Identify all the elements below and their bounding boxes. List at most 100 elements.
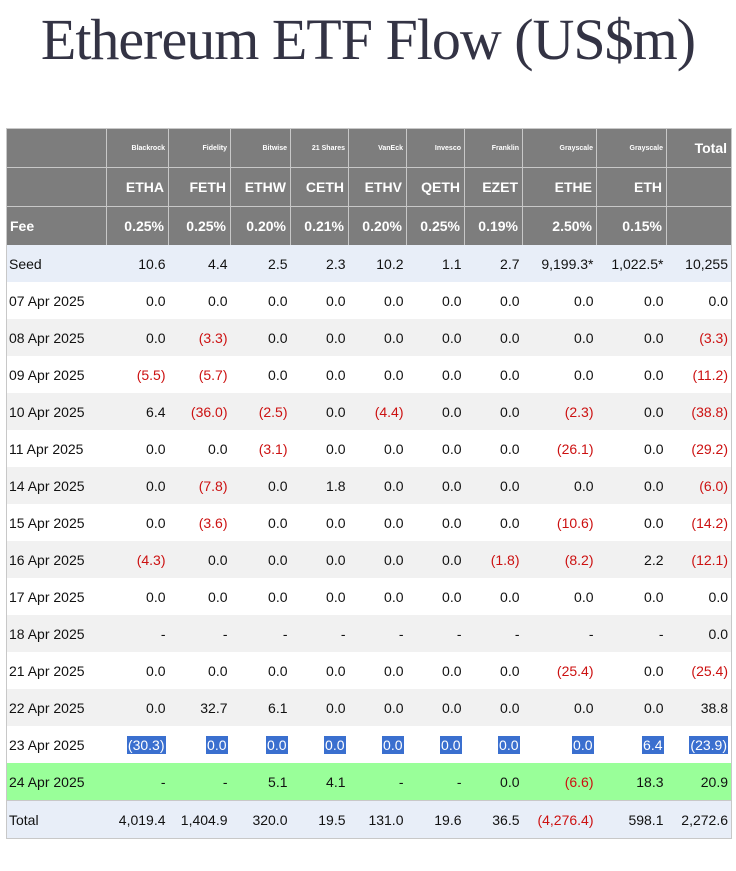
flow-value-cell[interactable]: 0.0 (230, 541, 291, 578)
flow-value-cell[interactable]: - (168, 763, 231, 801)
flow-value-cell[interactable]: 0.0 (406, 578, 465, 615)
flow-value-cell[interactable]: 36.5 (464, 800, 523, 839)
flow-value-cell[interactable]: 10.2 (348, 245, 407, 282)
flow-value-cell[interactable]: - (348, 615, 407, 652)
flow-value-cell[interactable]: 0.0 (348, 726, 407, 763)
flow-value-cell[interactable]: 0.0 (168, 578, 231, 615)
flow-value-cell[interactable]: 0.0 (406, 689, 465, 726)
flow-value-cell[interactable]: 0.0 (168, 430, 231, 467)
flow-value-cell[interactable]: 0.0 (406, 319, 465, 356)
flow-value-cell[interactable]: (3.3) (168, 319, 231, 356)
flow-value-cell[interactable]: - (406, 763, 465, 801)
flow-value-cell[interactable]: (2.5) (230, 393, 291, 430)
flow-value-cell[interactable]: 0.0 (348, 282, 407, 319)
flow-value-cell[interactable]: (10.6) (522, 504, 597, 541)
row-total-cell[interactable]: (25.4) (666, 652, 732, 689)
flow-value-cell[interactable]: 0.0 (522, 467, 597, 504)
flow-value-cell[interactable]: 0.0 (464, 430, 523, 467)
flow-value-cell[interactable]: 0.0 (406, 504, 465, 541)
flow-value-cell[interactable]: 1.8 (290, 467, 349, 504)
flow-value-cell[interactable]: 1,022.5* (596, 245, 667, 282)
flow-value-cell[interactable]: 0.0 (464, 726, 523, 763)
row-total-cell[interactable]: (14.2) (666, 504, 732, 541)
row-total-cell[interactable]: (23.9) (666, 726, 732, 763)
flow-value-cell[interactable]: 2.2 (596, 541, 667, 578)
flow-value-cell[interactable]: 0.0 (168, 726, 231, 763)
flow-value-cell[interactable]: 2.7 (464, 245, 523, 282)
flow-value-cell[interactable]: - (230, 615, 291, 652)
row-total-cell[interactable]: 0.0 (666, 282, 732, 319)
row-total-cell[interactable]: (11.2) (666, 356, 732, 393)
flow-value-cell[interactable]: 32.7 (168, 689, 231, 726)
flow-value-cell[interactable]: 0.0 (596, 430, 667, 467)
flow-value-cell[interactable]: (30.3) (106, 726, 169, 763)
flow-value-cell[interactable]: 0.0 (348, 689, 407, 726)
flow-value-cell[interactable]: 0.0 (406, 652, 465, 689)
flow-value-cell[interactable]: 2.3 (290, 245, 349, 282)
flow-value-cell[interactable]: 0.0 (464, 652, 523, 689)
row-total-cell[interactable]: 2,272.6 (666, 800, 732, 839)
flow-value-cell[interactable]: 10.6 (106, 245, 169, 282)
flow-value-cell[interactable]: 0.0 (348, 356, 407, 393)
flow-value-cell[interactable]: 0.0 (348, 430, 407, 467)
flow-value-cell[interactable]: - (522, 615, 597, 652)
flow-value-cell[interactable]: 18.3 (596, 763, 667, 801)
flow-value-cell[interactable]: 0.0 (348, 504, 407, 541)
flow-value-cell[interactable]: 0.0 (464, 356, 523, 393)
flow-value-cell[interactable]: 0.0 (106, 282, 169, 319)
flow-value-cell[interactable]: 0.0 (596, 467, 667, 504)
flow-value-cell[interactable]: 6.4 (596, 726, 667, 763)
flow-value-cell[interactable]: 0.0 (230, 356, 291, 393)
flow-value-cell[interactable]: (1.8) (464, 541, 523, 578)
row-total-cell[interactable]: 10,255 (666, 245, 732, 282)
row-total-cell[interactable]: 38.8 (666, 689, 732, 726)
flow-value-cell[interactable]: 0.0 (106, 652, 169, 689)
flow-value-cell[interactable]: - (406, 615, 465, 652)
flow-value-cell[interactable]: - (464, 615, 523, 652)
flow-value-cell[interactable]: 0.0 (464, 504, 523, 541)
flow-value-cell[interactable]: (2.3) (522, 393, 597, 430)
flow-value-cell[interactable]: 0.0 (406, 541, 465, 578)
flow-value-cell[interactable]: 0.0 (230, 726, 291, 763)
flow-value-cell[interactable]: 9,199.3* (522, 245, 597, 282)
flow-value-cell[interactable]: - (348, 763, 407, 801)
flow-value-cell[interactable]: 0.0 (230, 282, 291, 319)
flow-value-cell[interactable]: (25.4) (522, 652, 597, 689)
flow-value-cell[interactable]: 0.0 (106, 467, 169, 504)
flow-value-cell[interactable]: 19.6 (406, 800, 465, 839)
flow-value-cell[interactable]: 0.0 (522, 319, 597, 356)
flow-value-cell[interactable]: 0.0 (290, 356, 349, 393)
row-total-cell[interactable]: 20.9 (666, 763, 732, 801)
flow-value-cell[interactable]: 0.0 (596, 689, 667, 726)
flow-value-cell[interactable]: 4,019.4 (106, 800, 169, 839)
flow-value-cell[interactable]: 0.0 (464, 319, 523, 356)
flow-value-cell[interactable]: (7.8) (168, 467, 231, 504)
flow-value-cell[interactable]: 0.0 (406, 282, 465, 319)
flow-value-cell[interactable]: - (106, 763, 169, 801)
flow-value-cell[interactable]: 0.0 (596, 578, 667, 615)
flow-value-cell[interactable]: 0.0 (168, 541, 231, 578)
flow-value-cell[interactable]: 0.0 (464, 689, 523, 726)
flow-value-cell[interactable]: 0.0 (106, 504, 169, 541)
row-total-cell[interactable]: 0.0 (666, 578, 732, 615)
flow-value-cell[interactable]: 598.1 (596, 800, 667, 839)
flow-value-cell[interactable]: (36.0) (168, 393, 231, 430)
flow-value-cell[interactable]: 0.0 (348, 467, 407, 504)
flow-value-cell[interactable]: 0.0 (230, 578, 291, 615)
flow-value-cell[interactable]: 0.0 (464, 578, 523, 615)
flow-value-cell[interactable]: 0.0 (230, 467, 291, 504)
flow-value-cell[interactable]: 0.0 (290, 541, 349, 578)
flow-value-cell[interactable]: - (596, 615, 667, 652)
flow-value-cell[interactable]: - (106, 615, 169, 652)
flow-value-cell[interactable]: 0.0 (230, 652, 291, 689)
flow-value-cell[interactable]: (4.3) (106, 541, 169, 578)
flow-value-cell[interactable]: 4.4 (168, 245, 231, 282)
flow-value-cell[interactable]: 0.0 (406, 467, 465, 504)
flow-value-cell[interactable]: (5.7) (168, 356, 231, 393)
flow-value-cell[interactable]: 0.0 (106, 578, 169, 615)
flow-value-cell[interactable]: (5.5) (106, 356, 169, 393)
flow-value-cell[interactable]: 1.1 (406, 245, 465, 282)
flow-value-cell[interactable]: 0.0 (522, 356, 597, 393)
flow-value-cell[interactable]: 19.5 (290, 800, 349, 839)
flow-value-cell[interactable]: 0.0 (596, 393, 667, 430)
